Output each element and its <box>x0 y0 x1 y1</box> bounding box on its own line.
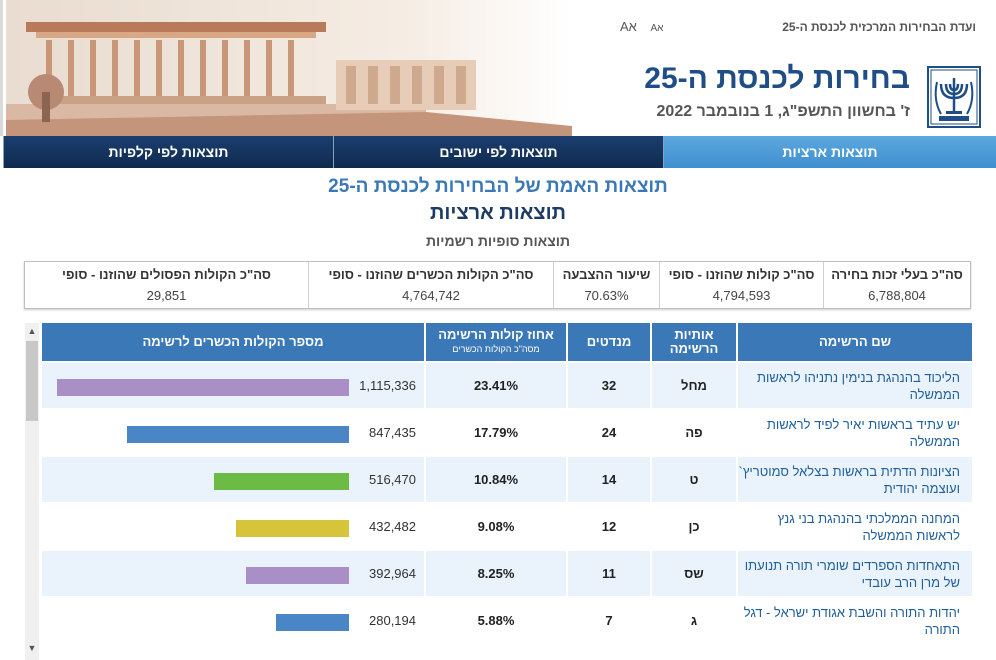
vote-bar <box>214 473 349 490</box>
party-name[interactable]: הליכוד בהנהגת בנימין נתניהו לראשות הממשל… <box>736 363 972 410</box>
party-letters: ט <box>650 457 736 504</box>
vote-bar <box>236 520 349 537</box>
party-vote-count: 392,964 <box>369 566 416 581</box>
party-vote-count: 280,194 <box>369 613 416 628</box>
summary-turnout: שיעור ההצבעה 70.63% <box>553 262 659 308</box>
party-seats: 14 <box>566 457 650 504</box>
site-header: ועדת הבחירות המרכזית לכנסת ה-25 Aא Aא בח… <box>0 0 996 136</box>
summary-table: סה"כ בעלי זכות בחירה 6,788,804 סה"כ קולו… <box>24 261 971 309</box>
summary-label: סה"כ הקולות הפסולים שהוזנו - סופי <box>62 267 271 282</box>
summary-value: 70.63% <box>584 288 629 303</box>
party-vote-percent: 8.25% <box>424 551 566 598</box>
party-seats: 11 <box>566 551 650 598</box>
party-vote-percent: 23.41% <box>424 363 566 410</box>
header-seats[interactable]: מנדטים <box>566 323 650 363</box>
party-votes-cell: 1,115,336 <box>40 363 424 410</box>
vote-bar <box>127 426 349 443</box>
knesset-building-illustration <box>6 0 572 136</box>
party-name[interactable]: המחנה הממלכתי בהנהגת בני גנץ לראשות הממש… <box>736 504 972 551</box>
summary-invalid-votes: סה"כ הקולות הפסולים שהוזנו - סופי 29,851 <box>25 262 308 308</box>
summary-label: סה"כ קולות שהוזנו - סופי <box>668 267 815 282</box>
summary-label: סה"כ בעלי זכות בחירה <box>831 267 963 282</box>
summary-value: 4,794,593 <box>712 288 771 303</box>
table-row[interactable]: המחנה הממלכתי בהנהגת בני גנץ לראשות הממש… <box>40 504 972 551</box>
party-votes-cell: 516,470 <box>40 457 424 504</box>
party-vote-count: 1,115,336 <box>359 378 416 393</box>
vote-bar <box>276 614 349 631</box>
party-vote-percent: 9.08% <box>424 504 566 551</box>
party-letters: ג <box>650 598 736 645</box>
party-letters: פה <box>650 410 736 457</box>
party-votes-cell: 847,435 <box>40 410 424 457</box>
tab-national-results[interactable]: תוצאות ארציות <box>663 136 996 168</box>
party-seats: 24 <box>566 410 650 457</box>
party-name[interactable]: יהדות התורה והשבת אגודת ישראל - דגל התור… <box>736 598 972 645</box>
page-title: בחירות לכנסת ה-25 <box>644 62 910 95</box>
scroll-thumb[interactable] <box>26 341 38 421</box>
summary-label: שיעור ההצבעה <box>562 267 651 282</box>
results-heading: תוצאות האמת של הבחירות לכנסת ה-25 <box>328 176 668 197</box>
summary-label: סה"כ הקולות הכשרים שהוזנו - סופי <box>328 267 534 282</box>
header-list-letters[interactable]: אותיות הרשימה <box>650 323 736 363</box>
table-row[interactable]: יהדות התורה והשבת אגודת ישראל - דגל התור… <box>40 598 972 645</box>
vote-bar <box>246 567 349 584</box>
party-letters: שס <box>650 551 736 598</box>
scroll-up-icon[interactable]: ▲ <box>27 326 37 336</box>
tab-results-by-settlement[interactable]: תוצאות לפי ישובים <box>333 136 663 168</box>
table-row[interactable]: הציונות הדתית בראשות בצלאל סמוטריץ` ועוצ… <box>40 457 972 504</box>
scroll-down-icon[interactable]: ▼ <box>27 643 37 653</box>
table-row[interactable]: יש עתיד בראשות יאיר לפיד לראשות הממשלה פ… <box>40 410 972 457</box>
tab-results-by-ballot-box[interactable]: תוצאות לפי קלפיות <box>3 136 333 168</box>
header-valid-votes[interactable]: מספר הקולות הכשרים לרשימה <box>40 323 424 363</box>
header-list-name[interactable]: שם הרשימה <box>736 323 972 363</box>
table-header-row: שם הרשימה אותיות הרשימה מנדטים אחוז קולו… <box>40 323 972 363</box>
header-pct-label: אחוז קולות הרשימה <box>438 327 554 342</box>
party-vote-percent: 10.84% <box>424 457 566 504</box>
party-seats: 7 <box>566 598 650 645</box>
header-pct-sublabel: מסה"כ הקולות הכשרים <box>452 344 540 354</box>
table-row[interactable]: הליכוד בהנהגת בנימין נתניהו לראשות הממשל… <box>40 363 972 410</box>
party-votes-cell: 280,194 <box>40 598 424 645</box>
party-vote-percent: 5.88% <box>424 598 566 645</box>
party-vote-percent: 17.79% <box>424 410 566 457</box>
state-emblem-logo[interactable] <box>927 66 981 128</box>
party-votes-cell: 432,482 <box>40 504 424 551</box>
summary-valid-votes: סה"כ הקולות הכשרים שהוזנו - סופי 4,764,7… <box>308 262 553 308</box>
party-vote-count: 847,435 <box>369 425 416 440</box>
party-votes-cell: 392,964 <box>40 551 424 598</box>
summary-value: 29,851 <box>146 288 187 303</box>
summary-value: 4,764,742 <box>402 288 460 303</box>
font-decrease-button[interactable]: Aא <box>650 23 664 34</box>
results-status: תוצאות סופיות רשמיות <box>425 233 571 249</box>
summary-eligible-voters: סה"כ בעלי זכות בחירה 6,788,804 <box>823 262 970 308</box>
results-scrollbar[interactable]: ▲ ▼ <box>25 323 39 660</box>
party-seats: 12 <box>566 504 650 551</box>
header-vote-percent[interactable]: אחוז קולות הרשימה מסה"כ הקולות הכשרים <box>424 323 566 363</box>
election-date: ז' בחשוון התשפ"ג, 1 בנובמבר 2022 <box>656 103 910 120</box>
font-size-controls: Aא Aא <box>620 19 673 34</box>
table-row[interactable]: התאחדות הספרדים שומרי תורה תנועתו של מרן… <box>40 551 972 598</box>
font-increase-button[interactable]: Aא <box>620 19 637 34</box>
party-vote-count: 432,482 <box>369 519 416 534</box>
header-letters-line1: אותיות <box>674 327 714 342</box>
header-letters-line2: הרשימה <box>669 341 719 356</box>
results-table: שם הרשימה אותיות הרשימה מנדטים אחוז קולו… <box>40 323 972 645</box>
party-letters: כן <box>650 504 736 551</box>
main-navigation: תוצאות ארציות תוצאות לפי ישובים תוצאות ל… <box>3 136 996 168</box>
party-name[interactable]: הציונות הדתית בראשות בצלאל סמוטריץ` ועוצ… <box>736 457 972 504</box>
vote-bar <box>57 379 349 396</box>
party-seats: 32 <box>566 363 650 410</box>
party-vote-count: 516,470 <box>369 472 416 487</box>
party-name[interactable]: התאחדות הספרדים שומרי תורה תנועתו של מרן… <box>736 551 972 598</box>
committee-name: ועדת הבחירות המרכזית לכנסת ה-25 <box>782 20 976 34</box>
results-subheading: תוצאות ארציות <box>430 202 566 224</box>
summary-votes-cast: סה"כ קולות שהוזנו - סופי 4,794,593 <box>659 262 823 308</box>
party-name[interactable]: יש עתיד בראשות יאיר לפיד לראשות הממשלה <box>736 410 972 457</box>
party-letters: מחל <box>650 363 736 410</box>
summary-value: 6,788,804 <box>868 288 926 303</box>
